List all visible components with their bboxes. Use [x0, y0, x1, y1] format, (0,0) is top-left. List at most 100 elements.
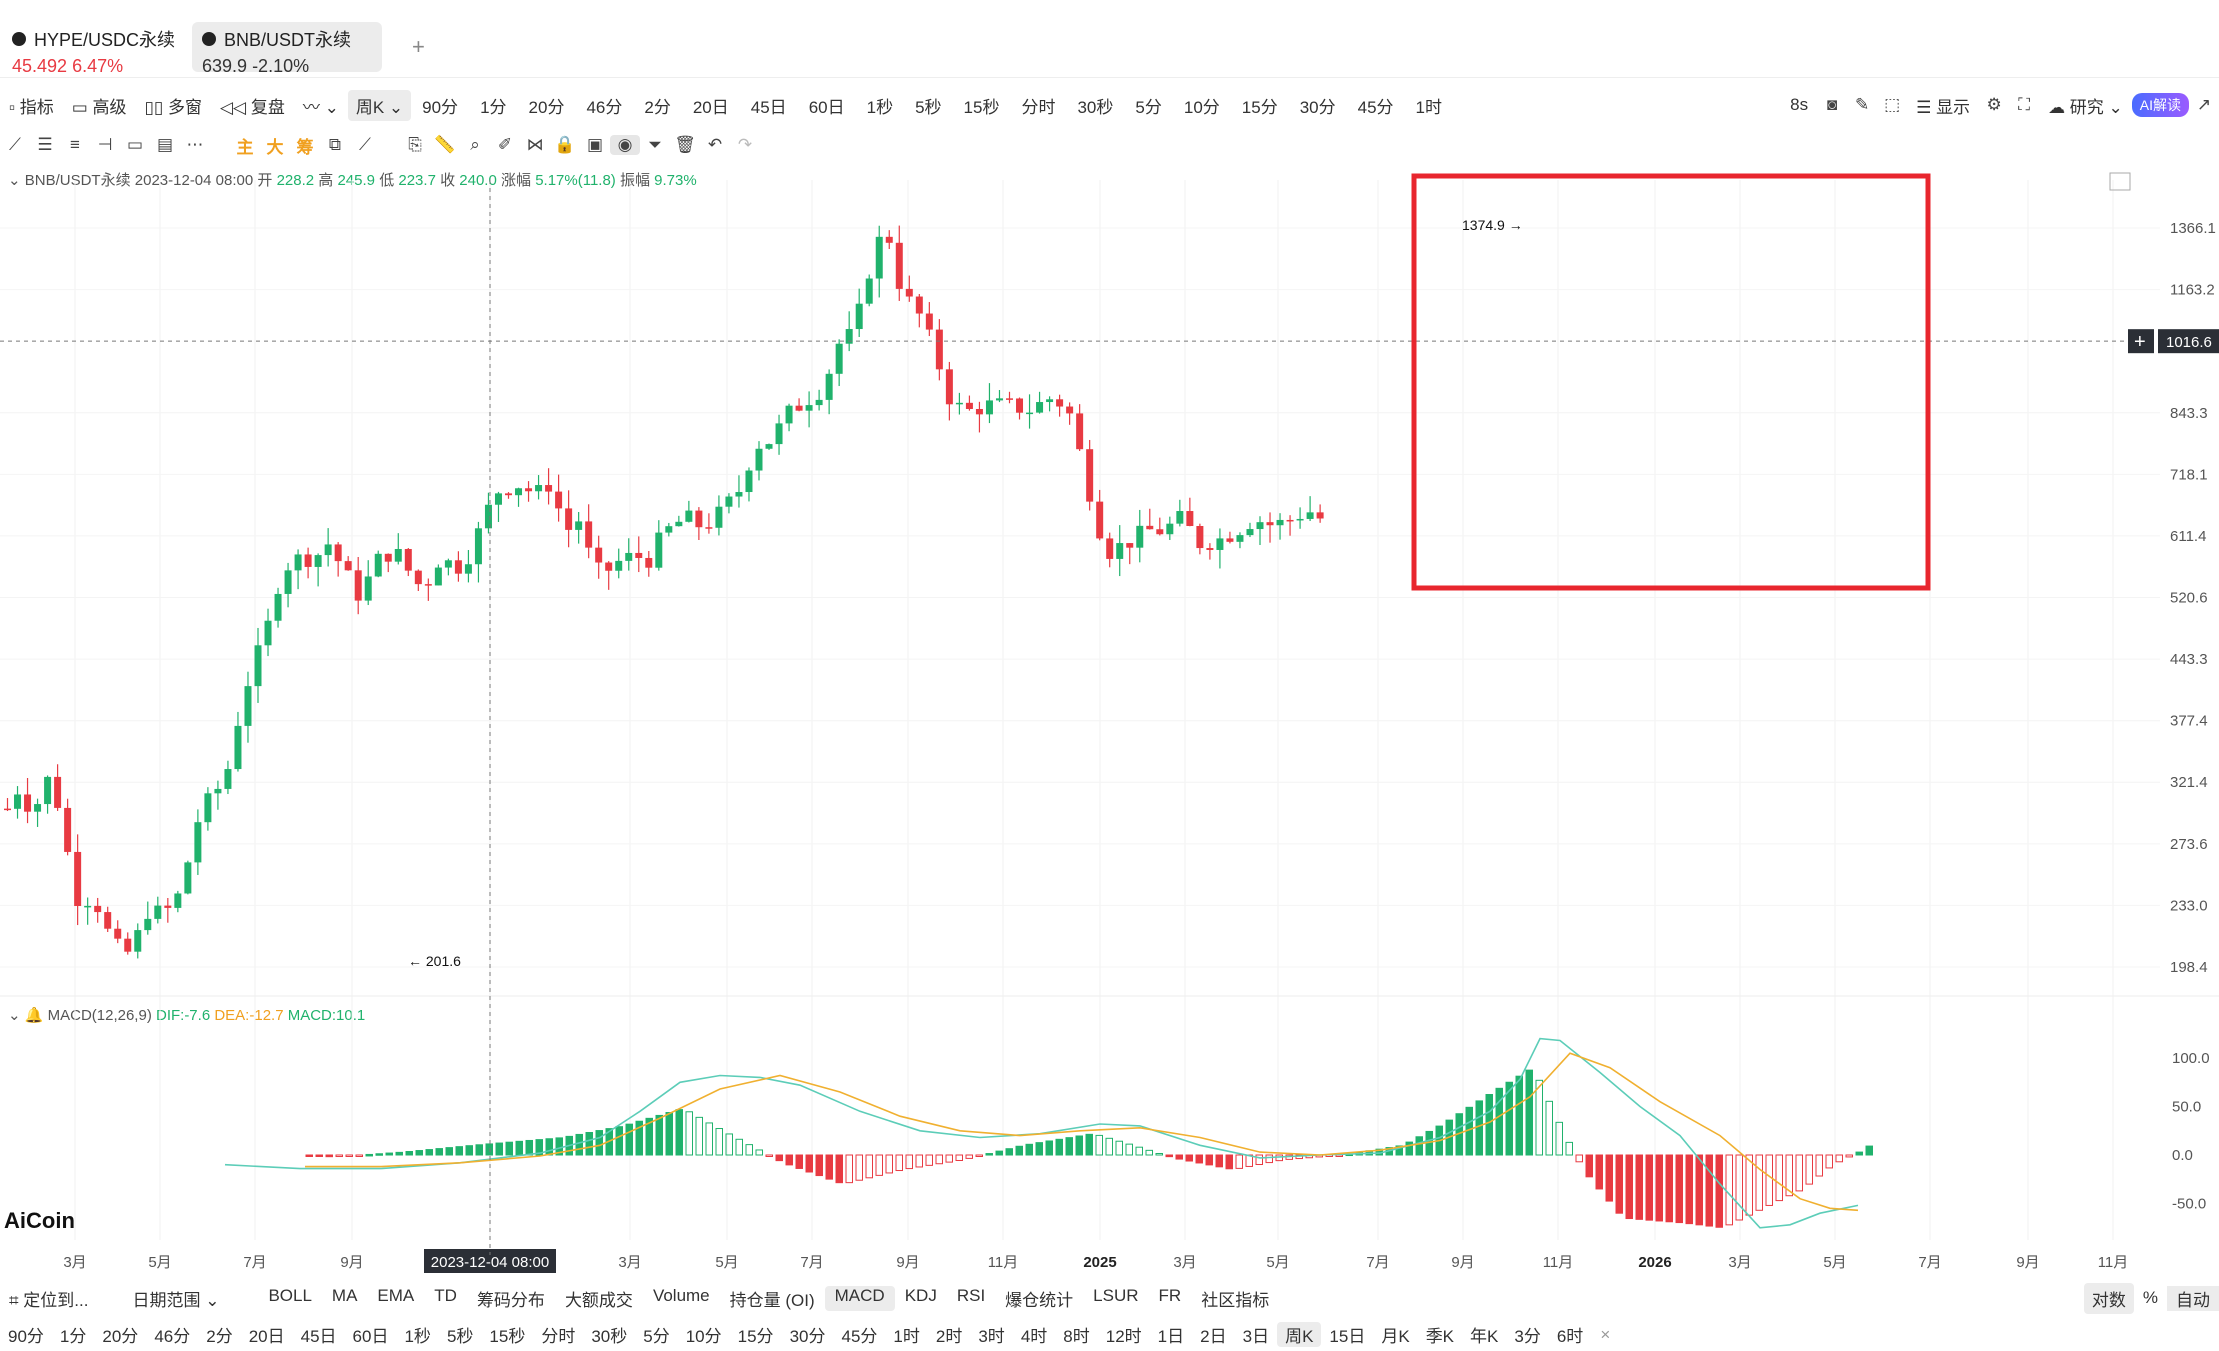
indicator-button[interactable]: ▫ 指标 [9, 97, 54, 117]
period-bottom-option-22[interactable]: 8时 [1063, 1327, 1090, 1346]
period-bottom-option-17[interactable]: 45分 [841, 1327, 878, 1346]
period-bottom-option-5[interactable]: 20日 [248, 1327, 285, 1346]
trendline-icon[interactable]: ⟋ [9, 135, 21, 154]
add-tab-icon[interactable]: + [412, 34, 425, 59]
period-option-18[interactable]: 1时 [1415, 97, 1443, 117]
indicator-option-0[interactable]: BOLL [268, 1285, 312, 1305]
replay-button[interactable]: ◁◁ 复盘 [219, 97, 285, 117]
indicator-option-9[interactable]: KDJ [904, 1285, 937, 1305]
period-option-6[interactable]: 45日 [750, 97, 787, 117]
period-bottom-option-28[interactable]: 15日 [1329, 1327, 1366, 1346]
template-icon[interactable]: ▣ [586, 135, 604, 154]
zoom-icon[interactable]: ⌕ [470, 135, 480, 154]
compare-icon[interactable]: ⧉ [328, 135, 342, 154]
chart-type-icon[interactable]: 〰 ⌄ [302, 97, 339, 117]
big-order-icon[interactable]: 大 [266, 137, 284, 157]
brush-icon[interactable]: ✐ [497, 135, 513, 154]
price-chart[interactable]: 1366.1 1163.2 843.3 718.1 611.4 520.6 443.3 377… [0, 160, 2219, 1280]
period-option-12[interactable]: 30秒 [1077, 97, 1114, 117]
horizontal-lines-icon[interactable]: ≡ [70, 135, 80, 154]
indicator-option-3[interactable]: TD [434, 1285, 457, 1305]
period-bottom-option-21[interactable]: 4时 [1020, 1327, 1048, 1346]
date-range-button[interactable]: 日期范围 ⌄ [132, 1290, 220, 1310]
indicator-option-5[interactable]: 大额成交 [564, 1290, 633, 1310]
period-bottom-option-32[interactable]: 3分 [1514, 1327, 1541, 1346]
indicator-option-13[interactable]: FR [1158, 1285, 1182, 1305]
eye-icon[interactable]: ◉ [610, 135, 640, 155]
copy-icon[interactable]: ⎘ [408, 135, 422, 154]
period-option-1[interactable]: 1分 [480, 97, 507, 117]
bell-icon[interactable]: 🔔 [24, 1007, 44, 1024]
period-bottom-option-2[interactable]: 20分 [102, 1327, 139, 1346]
period-bottom-option-8[interactable]: 1秒 [404, 1327, 431, 1346]
share-icon[interactable]: ↗ [2196, 95, 2212, 114]
period-option-10[interactable]: 15秒 [963, 97, 1000, 117]
collapse-icon[interactable]: ⌄ [8, 1007, 21, 1024]
research-button[interactable]: ☁ 研究 ⌄ [2048, 97, 2123, 117]
locate-button[interactable]: ⌗ 定位到... [9, 1290, 89, 1310]
filter-icon[interactable]: ⏷ [648, 135, 662, 154]
period-bottom-option-0[interactable]: 90分 [8, 1327, 44, 1346]
collapse-icon[interactable]: ⌄ [8, 172, 21, 189]
pen-icon[interactable]: ✎ [1854, 95, 1870, 114]
period-option-8[interactable]: 1秒 [866, 97, 894, 117]
advanced-button[interactable]: ▭ 高级 [71, 97, 127, 117]
indicator-option-4[interactable]: 筹码分布 [476, 1290, 545, 1310]
tab-hype[interactable]: HYPE/USDC永续 45.492 6.47% [2, 22, 185, 76]
main-force-icon[interactable]: 主 [236, 137, 254, 157]
period-selected[interactable]: 周K ⌄ [347, 89, 412, 121]
period-bottom-option-16[interactable]: 30分 [789, 1327, 826, 1346]
period-bottom-option-3[interactable]: 46分 [154, 1327, 191, 1346]
indicator-option-2[interactable]: EMA [377, 1285, 415, 1305]
period-option-2[interactable]: 20分 [528, 97, 565, 117]
period-bottom-option-29[interactable]: 月K [1381, 1327, 1410, 1346]
fib-icon[interactable]: ▤ [156, 135, 174, 154]
period-option-16[interactable]: 30分 [1299, 97, 1336, 117]
period-bottom-option-25[interactable]: 2日 [1200, 1327, 1227, 1346]
period-bottom-option-19[interactable]: 2时 [935, 1327, 963, 1346]
period-bottom-option-9[interactable]: 5秒 [446, 1327, 474, 1346]
tab-bnb[interactable]: BNB/USDT永续 639.9 -2.10% [192, 22, 382, 76]
period-bottom-option-18[interactable]: 1时 [893, 1327, 920, 1346]
period-option-4[interactable]: 2分 [644, 97, 671, 117]
ruler-icon[interactable]: 📏 [434, 135, 456, 154]
period-option-7[interactable]: 60日 [808, 97, 845, 117]
more-icon[interactable]: ⋯ [186, 135, 204, 154]
undo-icon[interactable]: ↶ [707, 135, 723, 154]
period-option-15[interactable]: 15分 [1241, 97, 1278, 117]
lock-icon[interactable]: 🔒 [554, 135, 576, 154]
period-bottom-option-31[interactable]: 年K [1470, 1327, 1499, 1346]
parallel-lines-icon[interactable]: ☰ [37, 135, 53, 154]
display-button[interactable]: ☰ 显示 [1916, 97, 1971, 117]
measure-icon[interactable]: ⟋ [359, 135, 371, 154]
period-bottom-option-10[interactable]: 15秒 [489, 1327, 526, 1346]
indicator-option-1[interactable]: MA [331, 1285, 358, 1305]
period-bottom-option-23[interactable]: 12时 [1105, 1327, 1142, 1346]
period-option-0[interactable]: 90分 [422, 97, 459, 117]
period-bottom-option-30[interactable]: 季K [1425, 1327, 1455, 1346]
indicator-option-8[interactable]: MACD [824, 1285, 895, 1311]
magnet-icon[interactable]: ⋈ [526, 135, 544, 154]
period-option-17[interactable]: 45分 [1357, 97, 1394, 117]
period-option-3[interactable]: 46分 [586, 97, 623, 117]
export-icon[interactable]: ⬚ [1884, 95, 1901, 114]
period-bottom-option-7[interactable]: 60日 [352, 1327, 389, 1346]
period-bottom-option-27[interactable]: 周K [1277, 1322, 1322, 1347]
indicator-option-11[interactable]: 爆仓统计 [1005, 1290, 1074, 1310]
camera-icon[interactable]: ◙ [1826, 95, 1838, 114]
fullscreen-icon[interactable]: ⛶ [2018, 95, 2031, 114]
period-bottom-option-14[interactable]: 10分 [685, 1327, 722, 1346]
settings-icon[interactable]: ⚙ [1986, 95, 2002, 114]
period-bottom-option-4[interactable]: 2分 [206, 1327, 233, 1346]
refresh-rate[interactable]: 8s [1790, 95, 1809, 114]
ai-analysis-button[interactable]: AI解读 [2131, 93, 2189, 117]
indicator-option-12[interactable]: LSUR [1093, 1285, 1139, 1305]
period-bottom-option-20[interactable]: 3时 [978, 1327, 1005, 1346]
chip-icon[interactable]: 筹 [296, 137, 314, 157]
period-option-5[interactable]: 20日 [692, 97, 729, 117]
close-icon[interactable]: × [1600, 1324, 1611, 1344]
period-bottom-option-24[interactable]: 1日 [1157, 1327, 1185, 1346]
auto-button[interactable]: 自动 [2167, 1285, 2219, 1311]
period-option-9[interactable]: 5秒 [915, 97, 942, 117]
period-option-14[interactable]: 10分 [1183, 97, 1220, 117]
